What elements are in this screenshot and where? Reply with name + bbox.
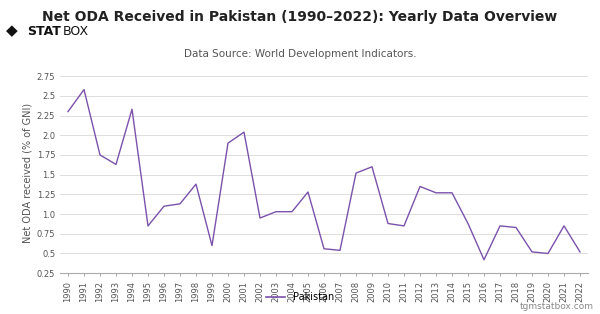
Text: BOX: BOX xyxy=(63,24,89,38)
Legend: Pakistan: Pakistan xyxy=(262,288,338,306)
Text: Net ODA Received in Pakistan (1990–2022): Yearly Data Overview: Net ODA Received in Pakistan (1990–2022)… xyxy=(43,10,557,24)
Text: tgmstatbox.com: tgmstatbox.com xyxy=(520,302,594,311)
Y-axis label: Net ODA received (% of GNI): Net ODA received (% of GNI) xyxy=(22,103,32,243)
Text: ◆: ◆ xyxy=(6,24,18,39)
Text: STAT: STAT xyxy=(27,24,61,38)
Text: Data Source: World Development Indicators.: Data Source: World Development Indicator… xyxy=(184,49,416,59)
